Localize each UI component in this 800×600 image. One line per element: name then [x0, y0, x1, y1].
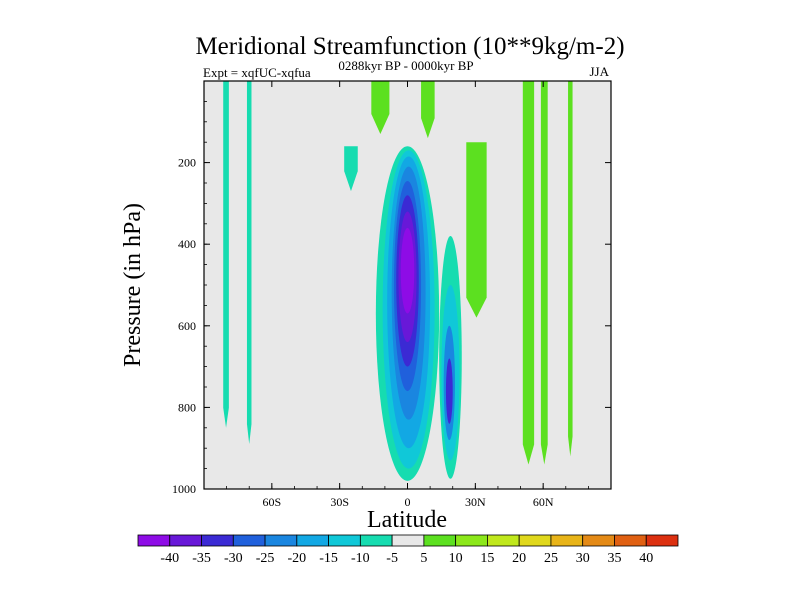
plot-frame — [203, 80, 612, 490]
colorbar-swatch — [645, 534, 679, 547]
colorbar-swatch — [423, 534, 457, 547]
x-tick-label: 60S — [262, 495, 281, 509]
colorbar-swatch — [518, 534, 552, 547]
strip-eq-green-a — [371, 81, 390, 135]
x-tick-label: 60N — [533, 495, 554, 509]
strip-60s-b — [246, 81, 252, 445]
colorbar-label: 35 — [607, 551, 621, 566]
colorbar-label: 10 — [449, 551, 463, 566]
colorbar-swatch — [328, 534, 361, 547]
colorbar-label: -30 — [224, 551, 243, 566]
x-tick-label: 30S — [330, 495, 349, 509]
colorbar-label: 40 — [639, 551, 653, 566]
y-tick-label: 200 — [178, 156, 196, 170]
subtitle-center: 0288kyr BP - 0000kyr BP — [338, 58, 473, 73]
colorbar-label: -25 — [256, 551, 275, 566]
colorbar-swatch — [296, 534, 329, 547]
colorbar-label: 5 — [420, 551, 427, 566]
x-axis-label: Latitude — [367, 507, 447, 533]
colorbar-swatch — [582, 534, 615, 547]
subtitle-left: Expt = xqfUC-xqfua — [203, 65, 311, 80]
strip-62n — [540, 81, 548, 465]
colorbar: -40 -35 -30 -25 -20 -15 -10 -5 5 10 15 20 25 30 35 40 — [137, 534, 679, 566]
colorbar-swatch — [487, 534, 520, 547]
strip-70n — [568, 81, 573, 457]
colorbar-swatch — [359, 534, 393, 547]
contour-level-neg40 — [400, 227, 415, 314]
colorbar-label: -5 — [386, 551, 398, 566]
colorbar-label: -35 — [192, 551, 211, 566]
colorbar-swatch — [614, 534, 647, 547]
colorbar-label: 20 — [512, 551, 526, 566]
strip-eq-green-b — [421, 81, 435, 139]
colorbar-swatch — [232, 534, 266, 547]
y-axis-label: Pressure (in hPa) — [120, 203, 146, 367]
colorbar-swatch — [169, 534, 202, 547]
y-tick-label: 800 — [178, 400, 196, 414]
colorbar-swatch — [264, 534, 298, 547]
y-tick-label: 1000 — [172, 482, 196, 496]
strip-25n — [466, 142, 487, 318]
colorbar-label: 25 — [544, 551, 558, 566]
colorbar-swatch — [391, 534, 425, 547]
subtitle-right: JJA — [589, 64, 609, 79]
strip-55n — [522, 81, 535, 465]
colorbar-label: -20 — [287, 551, 306, 566]
lobe-20n-core — [445, 358, 453, 424]
colorbar-swatch — [550, 534, 584, 547]
colorbar-label: -10 — [351, 551, 370, 566]
colorbar-label: 30 — [576, 551, 590, 566]
colorbar-label: -15 — [319, 551, 338, 566]
strip-20s — [344, 146, 358, 192]
y-tick-label: 400 — [178, 237, 196, 251]
x-tick-label: 0 — [405, 495, 411, 509]
colorbar-swatch — [137, 534, 171, 547]
colorbar-swatch — [455, 534, 488, 547]
colorbar-label: -40 — [160, 551, 179, 566]
x-tick-label: 30N — [465, 495, 486, 509]
strip-60s-a — [223, 81, 229, 428]
chart-title: Meridional Streamfunction (10**9kg/m-2) — [195, 33, 624, 60]
colorbar-swatch — [201, 534, 234, 547]
colorbar-label: 15 — [480, 551, 494, 566]
y-tick-label: 600 — [178, 319, 196, 333]
